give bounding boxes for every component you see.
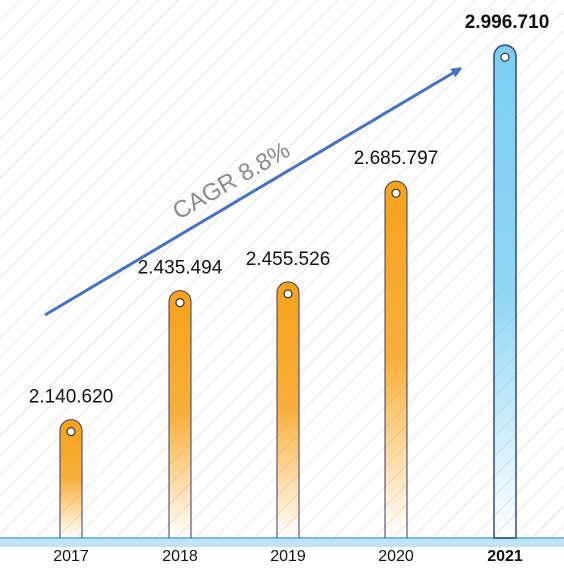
trend-arrow — [44, 70, 458, 317]
x-tick-label: 2019 — [270, 548, 306, 565]
bar — [384, 180, 408, 538]
bar-hole — [66, 427, 76, 437]
x-tick-label: 2017 — [53, 548, 89, 565]
value-label: 2.435.494 — [138, 258, 223, 279]
bar — [59, 419, 83, 538]
x-tick-label: 2021 — [487, 548, 523, 565]
baseline-band — [0, 538, 564, 547]
bar-hole — [391, 188, 401, 198]
value-label: 2.996.710 — [465, 12, 550, 33]
bar-hole — [175, 298, 185, 308]
bar — [168, 290, 192, 538]
value-label: 2.685.797 — [354, 148, 439, 169]
value-label: 2.140.620 — [29, 387, 114, 408]
x-tick-label: 2020 — [378, 548, 414, 565]
x-tick-label: 2018 — [162, 548, 198, 565]
bar-hole — [500, 52, 510, 62]
bar — [493, 44, 517, 539]
bar-hole — [283, 289, 293, 299]
value-label: 2.455.526 — [246, 249, 331, 270]
bar — [276, 281, 300, 538]
